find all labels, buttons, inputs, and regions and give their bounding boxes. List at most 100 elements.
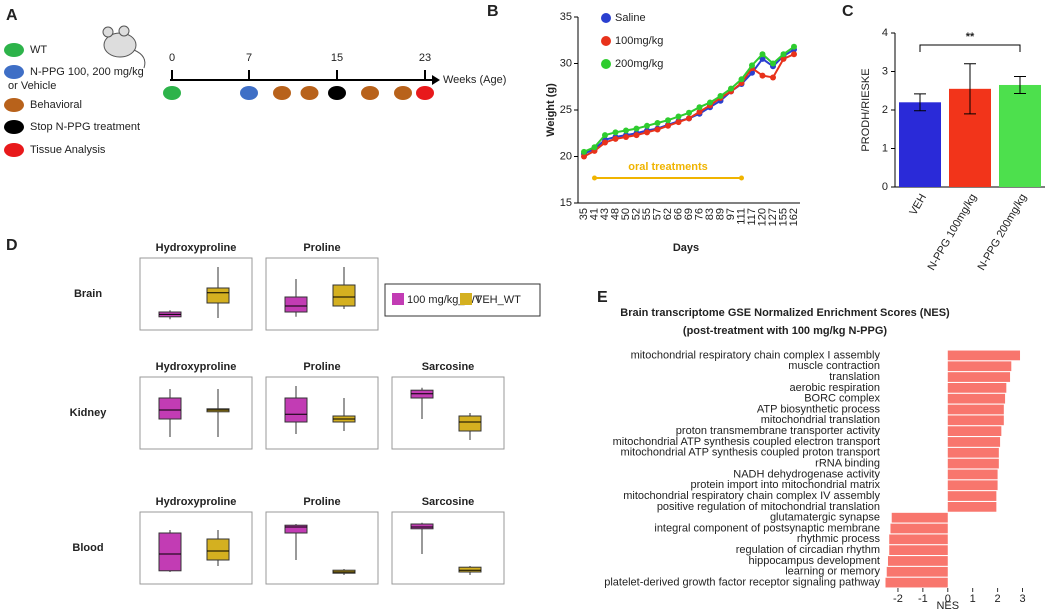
plot-frame (139, 257, 253, 331)
bar (947, 393, 1006, 404)
point (654, 126, 661, 133)
bar (891, 512, 948, 523)
plot-frame (265, 511, 379, 585)
category-label: positive regulation of mitochondrial tra… (657, 501, 880, 513)
plot-frame (391, 511, 505, 585)
legend-swatch (4, 43, 24, 57)
category-label: hippocampus development (749, 555, 880, 567)
timeline-event (361, 86, 379, 100)
bar (885, 577, 948, 588)
error-bar (914, 93, 926, 112)
x-tick-label: 117 (746, 208, 758, 226)
category-label: rhythmic process (797, 533, 881, 545)
bar (947, 415, 1004, 426)
point (791, 51, 797, 58)
x-tick-label: 41 (588, 208, 600, 220)
y-tick-label: 2 (882, 104, 888, 116)
category-label: glutamatergic synapse (770, 512, 880, 524)
x-tick-label: 89 (714, 208, 726, 220)
timeline-event (416, 86, 434, 100)
box (158, 532, 182, 572)
legend-label: Stop N-PPG treatment (30, 121, 140, 133)
panel-label: B (487, 3, 499, 20)
point (623, 127, 629, 134)
bar (889, 534, 948, 545)
bar (947, 480, 998, 491)
point (770, 74, 776, 81)
x-axis-label: NES (936, 600, 959, 612)
x-tick-label: 66 (672, 208, 684, 220)
point (581, 148, 587, 155)
point (791, 43, 797, 50)
plot-title: Hydroxyproline (156, 361, 237, 373)
category-label: learning or memory (785, 566, 880, 578)
plot-title: Sarcosine (422, 496, 475, 508)
row-label: Brain (74, 288, 102, 300)
legend-label: 100mg/kg (615, 35, 663, 47)
category-label: protein import into mitochondrial matrix (690, 479, 880, 491)
y-tick-label: 30 (560, 57, 572, 69)
x-tick-label: 35 (578, 208, 590, 220)
category-label: mitochondrial ATP synthesis coupled elec… (613, 436, 880, 448)
point (644, 129, 650, 136)
point (612, 129, 619, 136)
legend-label: Behavioral (30, 99, 82, 111)
bar (947, 469, 998, 480)
box (284, 397, 308, 423)
chart-subtitle: (post-treatment with 100 mg/kg N-PPG) (683, 325, 887, 337)
category-label: integral component of postsynaptic membr… (654, 522, 880, 534)
category-label: platelet-derived growth factor receptor … (604, 576, 880, 588)
category-label: BORC complex (804, 393, 880, 405)
significance: ** (966, 31, 975, 43)
point (759, 72, 766, 79)
legend-swatch (4, 143, 24, 157)
plot-title: Proline (303, 361, 340, 373)
legend-swatch (601, 36, 611, 46)
category-label: mitochondrial respiratory chain complex … (631, 349, 881, 361)
point (633, 132, 640, 139)
point (686, 115, 692, 122)
x-tick-label: 52 (630, 208, 642, 220)
x-tick-label: 57 (651, 208, 663, 220)
bar (889, 545, 948, 556)
bar (947, 404, 1004, 415)
timeline-event (273, 86, 291, 100)
box (284, 296, 308, 313)
bar (886, 566, 948, 577)
row-label: Blood (72, 542, 103, 554)
box (206, 538, 230, 561)
y-tick-label: 25 (560, 104, 572, 116)
timeline-axis-label: Weeks (Age) (443, 74, 506, 86)
bar (947, 458, 999, 469)
bar (947, 426, 1002, 437)
point (602, 132, 608, 139)
y-tick-label: 1 (882, 142, 888, 154)
x-tick-label: 3 (1019, 593, 1025, 605)
panel-label: C (842, 3, 854, 20)
bar (947, 501, 997, 512)
x-axis-label: Days (673, 242, 699, 254)
annotation-end (739, 175, 744, 181)
timeline-event (240, 86, 258, 100)
x-tick-label: 76 (693, 208, 705, 220)
legend-label: Saline (615, 12, 646, 24)
x-tick-label: 127 (767, 208, 779, 226)
point (780, 51, 787, 58)
point (591, 144, 598, 151)
point (623, 133, 629, 140)
category-label: muscle contraction (788, 360, 880, 372)
y-tick-label: 0 (882, 181, 888, 193)
point (717, 93, 724, 100)
point (675, 119, 682, 126)
x-tick-label: 48 (609, 208, 621, 220)
legend-label: N-PPG 100, 200 mg/kg (30, 66, 144, 78)
box (410, 523, 434, 530)
plot-frame (391, 376, 505, 450)
panel-label: A (6, 7, 18, 24)
x-tick-label: 155 (777, 208, 789, 226)
annotation: oral treatments (628, 161, 707, 173)
timeline-event (394, 86, 412, 100)
legend-label: 200mg/kg (615, 58, 663, 70)
mouse-icon (102, 25, 146, 69)
point (770, 60, 776, 67)
